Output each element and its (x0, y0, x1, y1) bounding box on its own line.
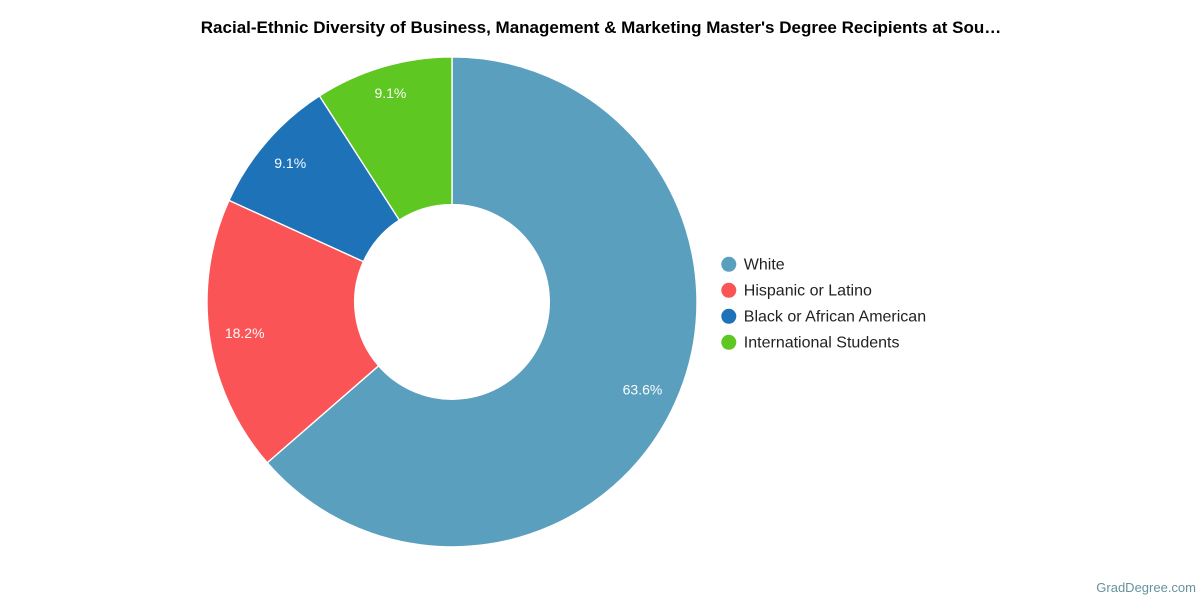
svg-text:White: White (744, 257, 785, 274)
svg-text:Black or African American: Black or African American (744, 309, 926, 326)
svg-text:9.1%: 9.1% (274, 155, 306, 171)
svg-text:Racial-Ethnic Diversity of Bus: Racial-Ethnic Diversity of Business, Man… (201, 18, 1001, 37)
svg-text:Hispanic or Latino: Hispanic or Latino (744, 283, 872, 300)
svg-text:18.2%: 18.2% (225, 325, 265, 341)
svg-text:International Students: International Students (744, 335, 900, 352)
svg-text:63.6%: 63.6% (623, 382, 663, 398)
svg-text:GradDegree.com: GradDegree.com (1096, 580, 1196, 595)
svg-text:9.1%: 9.1% (374, 85, 406, 101)
